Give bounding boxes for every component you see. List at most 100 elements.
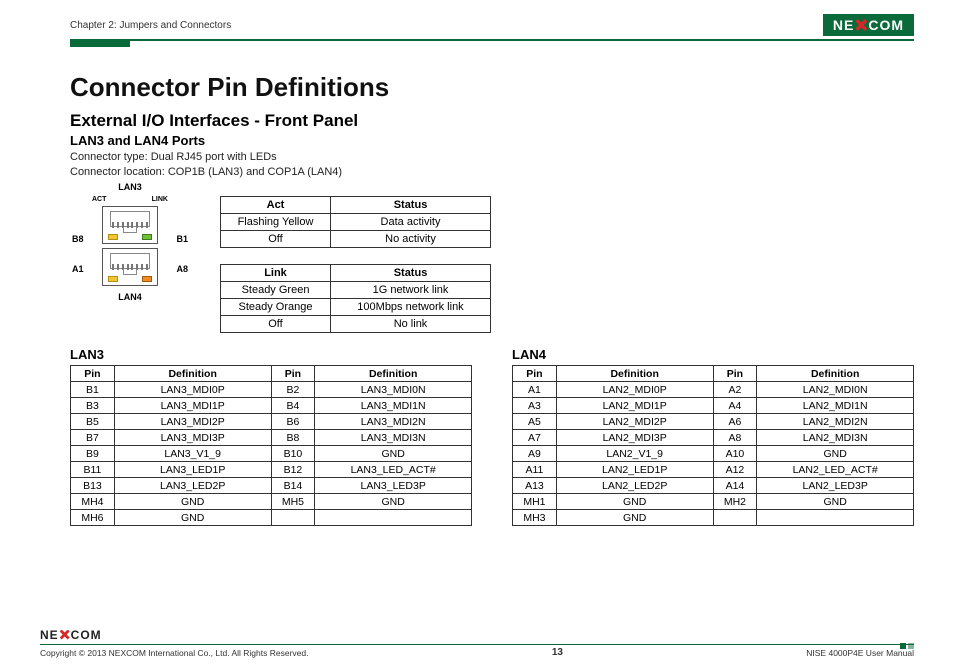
def-header: Definition: [556, 366, 713, 382]
manual-name: NISE 4000P4E User Manual: [806, 648, 914, 658]
cell: LAN3_MDI1P: [114, 398, 271, 414]
cell: A14: [713, 478, 757, 494]
table-row: A1LAN2_MDI0PA2LAN2_MDI0N: [513, 382, 914, 398]
act-status-table: Act Status Flashing YellowData activity …: [220, 196, 491, 248]
cell: GND: [757, 494, 914, 510]
cell: GND: [114, 510, 271, 526]
table-row: B13LAN3_LED2PB14LAN3_LED3P: [71, 478, 472, 494]
table-row: A9LAN2_V1_9A10GND: [513, 446, 914, 462]
lan3-title: LAN3: [70, 347, 472, 362]
pin-header: Pin: [513, 366, 557, 382]
rj45-diagram: LAN3 ACT LINK B8 B1 A1 A8: [70, 196, 190, 286]
led-act-icon: [108, 234, 118, 240]
table-row: B9LAN3_V1_9B10GND: [71, 446, 472, 462]
def-header: Definition: [757, 366, 914, 382]
diagram-label-act: ACT: [92, 196, 106, 203]
connector-type: Connector type: Dual RJ45 port with LEDs: [70, 150, 914, 165]
cell: LAN2_MDI0N: [757, 382, 914, 398]
cell: LAN3_LED2P: [114, 478, 271, 494]
cell: MH3: [513, 510, 557, 526]
brand-logo: NECOM: [823, 14, 914, 36]
lan4-pin-table: Pin Definition Pin Definition A1LAN2_MDI…: [512, 365, 914, 526]
table-row: MH3GND: [513, 510, 914, 526]
cell: LAN3_MDI1N: [315, 398, 472, 414]
pin-header: Pin: [271, 366, 315, 382]
cell: Steady Orange: [221, 299, 331, 316]
pin-header: Pin: [713, 366, 757, 382]
cell: [315, 510, 472, 526]
cell: LAN3_LED1P: [114, 462, 271, 478]
status-header: Status: [331, 197, 491, 214]
cell: A2: [713, 382, 757, 398]
copyright: Copyright © 2013 NEXCOM International Co…: [40, 648, 308, 658]
led-link-icon: [142, 234, 152, 240]
cell: GND: [757, 446, 914, 462]
cell: LAN3_MDI3P: [114, 430, 271, 446]
cell: LAN3_LED_ACT#: [315, 462, 472, 478]
lan4-title: LAN4: [512, 347, 914, 362]
cell: A1: [513, 382, 557, 398]
cell: GND: [114, 494, 271, 510]
cell: LAN2_MDI0P: [556, 382, 713, 398]
cell: LAN3_MDI3N: [315, 430, 472, 446]
table-row: A7LAN2_MDI3PA8LAN2_MDI3N: [513, 430, 914, 446]
cell: Off: [221, 316, 331, 333]
table-row: B5LAN3_MDI2PB6LAN3_MDI2N: [71, 414, 472, 430]
cell: LAN2_MDI3N: [757, 430, 914, 446]
rj45-top: [102, 206, 158, 244]
pin-header: Pin: [71, 366, 115, 382]
page-title: Connector Pin Definitions: [70, 72, 914, 103]
cell: GND: [315, 494, 472, 510]
cell: LAN3_MDI0N: [315, 382, 472, 398]
table-row: MH4GNDMH5GND: [71, 494, 472, 510]
cell: LAN2_MDI1P: [556, 398, 713, 414]
cell: LAN2_LED_ACT#: [757, 462, 914, 478]
cell: LAN3_V1_9: [114, 446, 271, 462]
diagram-label-a8: A8: [176, 264, 188, 274]
cell: Data activity: [331, 214, 491, 231]
diagram-label-link: LINK: [152, 196, 168, 203]
table-row: Flashing YellowData activity: [221, 214, 491, 231]
table-row: OffNo activity: [221, 231, 491, 248]
cell: A7: [513, 430, 557, 446]
cell: LAN2_V1_9: [556, 446, 713, 462]
cell: A12: [713, 462, 757, 478]
link-status-table: Link Status Steady Green1G network link …: [220, 264, 491, 333]
def-header: Definition: [114, 366, 271, 382]
cell: B14: [271, 478, 315, 494]
cell: LAN2_MDI2P: [556, 414, 713, 430]
cell: GND: [315, 446, 472, 462]
link-header: Link: [221, 265, 331, 282]
page-number: 13: [552, 647, 563, 658]
cell: [713, 510, 757, 526]
cell: LAN2_MDI1N: [757, 398, 914, 414]
cell: B8: [271, 430, 315, 446]
connector-location: Connector location: COP1B (LAN3) and COP…: [70, 165, 914, 180]
rj45-bottom: [102, 248, 158, 286]
cell: LAN3_MDI2N: [315, 414, 472, 430]
cell: A10: [713, 446, 757, 462]
cell: No activity: [331, 231, 491, 248]
cell: A4: [713, 398, 757, 414]
table-row: MH6GND: [71, 510, 472, 526]
cell: B6: [271, 414, 315, 430]
page-edge-marks: [900, 643, 914, 649]
table-row: B1LAN3_MDI0PB2LAN3_MDI0N: [71, 382, 472, 398]
cell: 100Mbps network link: [331, 299, 491, 316]
table-row: B7LAN3_MDI3PB8LAN3_MDI3N: [71, 430, 472, 446]
cell: A13: [513, 478, 557, 494]
led-act-icon: [108, 276, 118, 282]
diagram-label-a1: A1: [72, 264, 84, 274]
lan3-pin-table: Pin Definition Pin Definition B1LAN3_MDI…: [70, 365, 472, 526]
table-row: OffNo link: [221, 316, 491, 333]
cell: B13: [71, 478, 115, 494]
cell: LAN3_LED3P: [315, 478, 472, 494]
cell: Off: [221, 231, 331, 248]
diagram-label-b8: B8: [72, 234, 84, 244]
diagram-label-lan3: LAN3: [70, 182, 190, 192]
cell: MH2: [713, 494, 757, 510]
cell: A9: [513, 446, 557, 462]
diagram-label-lan4: LAN4: [70, 292, 190, 302]
cell: A3: [513, 398, 557, 414]
table-row: A5LAN2_MDI2PA6LAN2_MDI2N: [513, 414, 914, 430]
